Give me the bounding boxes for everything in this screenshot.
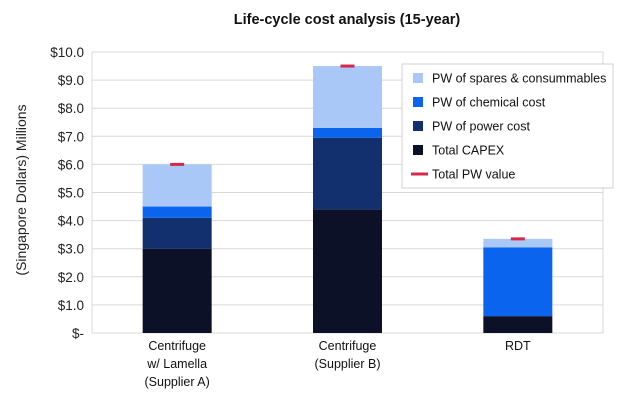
bar-segment (142, 164, 212, 207)
legend-swatch (413, 73, 423, 83)
bar-segment (483, 316, 553, 333)
x-tick-label: w/ Lamella (146, 357, 207, 371)
legend-swatch (413, 145, 423, 155)
legend-label: Total CAPEX (432, 144, 505, 158)
y-axis-label: (Singapore Dollars) Millions (13, 104, 29, 275)
y-tick-label: $5.0 (58, 186, 84, 201)
y-tick-label: $1.0 (58, 298, 84, 313)
bar-segment (483, 247, 553, 317)
legend-box (401, 63, 614, 189)
legend-swatch (413, 97, 423, 107)
y-tick-label: $- (72, 326, 84, 341)
chart-title: Life-cycle cost analysis (15-year) (234, 12, 461, 28)
x-tick-label: Centrifuge (148, 339, 206, 353)
bar-segment (142, 206, 212, 218)
bar-segment (313, 209, 382, 333)
x-tick-label: Centrifuge (319, 339, 377, 353)
bar-segment (313, 66, 382, 128)
x-tick-labels: Centrifuge w/ Lamella (Supplier A) Centrifu… (145, 339, 532, 389)
y-tick-label: $4.0 (58, 214, 84, 229)
legend: PW of spares & consummables PW of chemica… (401, 63, 614, 189)
x-tick-label: RDT (505, 339, 531, 353)
legend-label: PW of chemical cost (432, 96, 546, 110)
legend-label: Total PW value (432, 168, 515, 182)
y-tick-label: $6.0 (58, 157, 84, 172)
y-tick-label: $3.0 (58, 242, 84, 257)
legend-swatch (413, 121, 423, 131)
bar-segment (483, 238, 553, 248)
x-tick-label: (Supplier B) (315, 357, 381, 371)
total-markers (170, 64, 525, 241)
y-tick-label: $2.0 (58, 270, 84, 285)
bar-segment (313, 137, 382, 210)
y-tick-label: $8.0 (58, 101, 84, 116)
bar-segment (142, 248, 212, 333)
y-tick-labels: $- $1.0 $2.0 $3.0 $4.0 $5.0 $6.0 $7.0 $8.0 $9.0 $1… (50, 45, 84, 341)
legend-label: PW of spares & consummables (432, 72, 606, 86)
y-tick-label: $7.0 (58, 129, 84, 144)
x-tick-label: (Supplier A) (145, 375, 210, 389)
y-tick-label: $10.0 (50, 45, 84, 60)
y-tick-label: $9.0 (58, 73, 84, 88)
bar-segment (142, 217, 212, 249)
bar-segment (313, 127, 382, 138)
legend-label: PW of power cost (432, 120, 530, 134)
bars (142, 66, 553, 333)
